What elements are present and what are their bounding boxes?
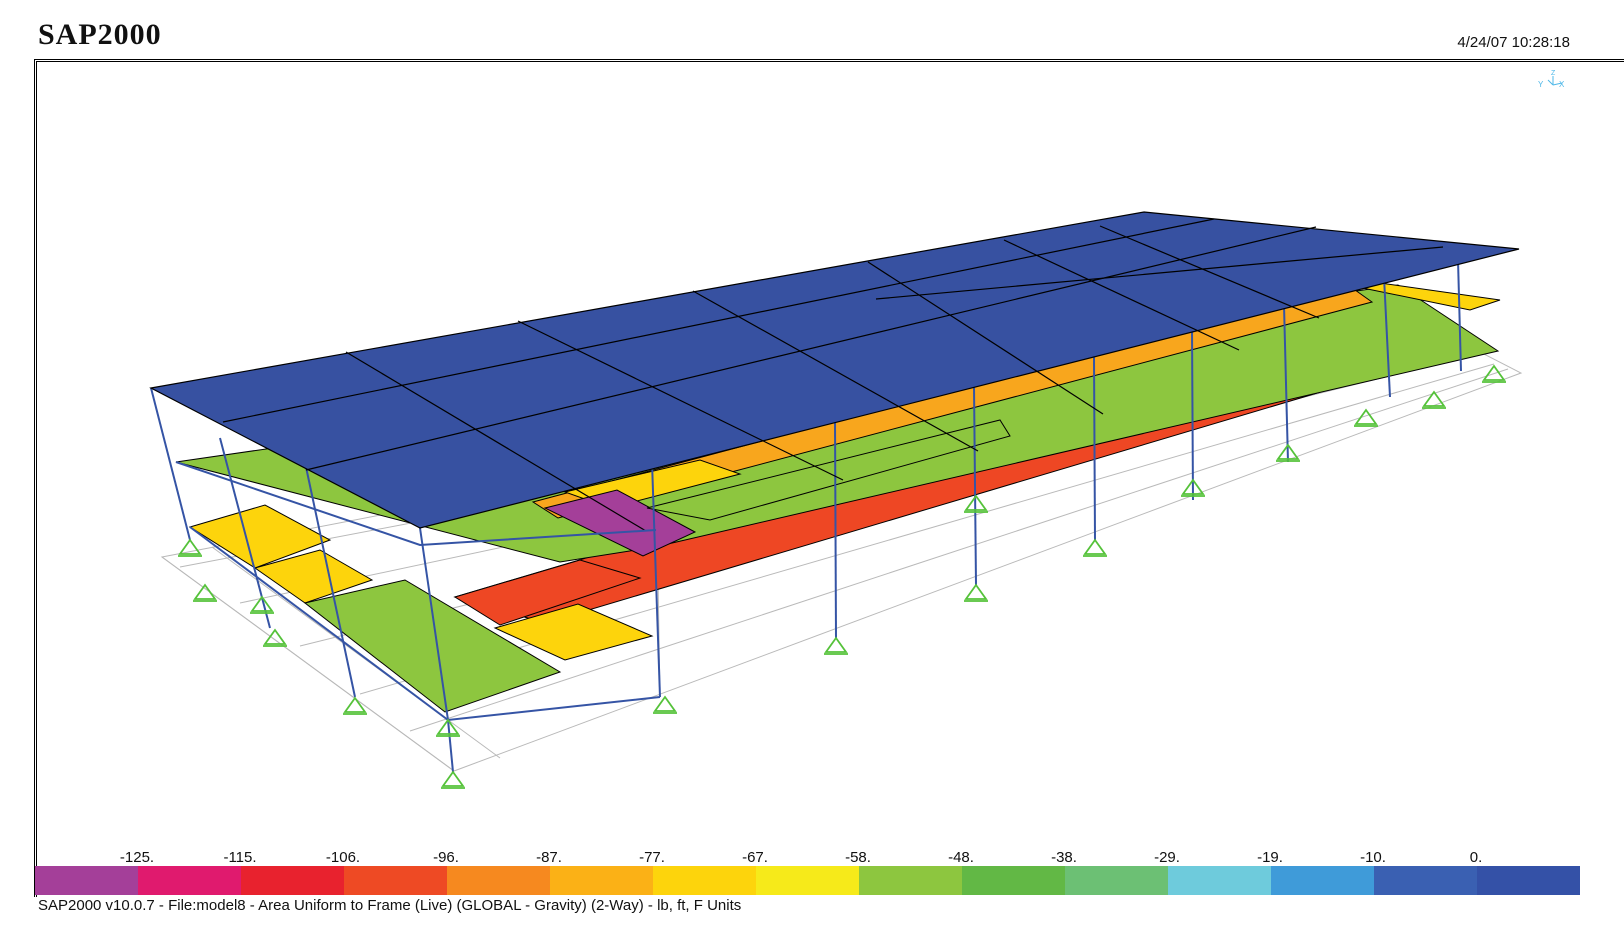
column: [150, 387, 191, 541]
axis-z-label: Z: [1551, 70, 1556, 77]
legend-swatch: [859, 866, 962, 895]
column: [834, 419, 837, 639]
support-icon: [178, 538, 202, 557]
support-icon: [1276, 443, 1300, 462]
support-icon: [250, 595, 274, 614]
roof-grid-line: [692, 290, 979, 452]
column: [1283, 304, 1289, 463]
roof-grid-line: [875, 246, 1444, 300]
legend-swatch: [1168, 866, 1271, 895]
column: [419, 527, 449, 721]
roof-slab: [149, 211, 1520, 532]
support-icon: [964, 583, 988, 602]
support-icon: [343, 696, 367, 715]
status-bar: SAP2000 v10.0.7 - File:model8 - Area Uni…: [38, 897, 742, 914]
roof-slab-panel: [149, 211, 1520, 529]
support-icon: [193, 583, 217, 602]
legend-tick-label: -87.: [536, 849, 562, 866]
support-icon: [1181, 478, 1205, 497]
supports: [178, 364, 1506, 789]
legend-swatch: [447, 866, 550, 895]
support-icon: [653, 695, 677, 714]
columns: [150, 259, 1462, 773]
legend-tick-label: -67.: [742, 849, 768, 866]
legend-swatch: [1271, 866, 1374, 895]
lower-slab-yellow-edge2: [253, 549, 374, 604]
roof-grid-line: [345, 351, 647, 532]
legend-tick-label: -29.: [1154, 849, 1180, 866]
upper-slab-green-inner: [646, 419, 1011, 521]
legend-swatch: [756, 866, 859, 895]
support-icon: [964, 494, 988, 513]
legend-swatch: [653, 866, 756, 895]
timestamp: 4/24/07 10:28:18: [1457, 34, 1570, 51]
lower-slab-yellow-panel: [493, 603, 654, 661]
lower-slab-green-corner: [303, 579, 562, 713]
column: [1383, 276, 1391, 398]
legend-tick-label: 0.: [1469, 849, 1483, 866]
upper-frame-edge: [175, 461, 657, 547]
legend-swatch: [344, 866, 447, 895]
axis-x-line: [1552, 82, 1563, 86]
legend-swatch: [138, 866, 241, 895]
support-icon: [1354, 408, 1378, 427]
axis-orientation-icon: Z Y X: [1538, 70, 1565, 89]
lower-slab-red-strip: [453, 559, 642, 626]
column: [305, 466, 356, 698]
legend-swatch: [550, 866, 653, 895]
base-grid-line: [211, 546, 501, 759]
support-icon: [1083, 538, 1107, 557]
roof-grid-line: [517, 320, 844, 481]
app-title: SAP2000: [38, 18, 162, 51]
legend-tick-label: -96.: [433, 849, 459, 866]
support-icon: [263, 628, 287, 647]
roof-grid-line: [305, 226, 1317, 471]
color-legend-bar: [35, 866, 1580, 895]
axis-y-line: [1547, 79, 1554, 86]
legend-tick-label: -38.: [1051, 849, 1077, 866]
legend-tick-label: -10.: [1360, 849, 1386, 866]
roof-grid-line: [222, 218, 1215, 423]
legend-swatch: [1065, 866, 1168, 895]
legend-swatch: [1477, 866, 1580, 895]
axis-y-label: Y: [1538, 80, 1544, 89]
axis-x-label: X: [1559, 80, 1565, 89]
legend-tick-label: -115.: [223, 849, 257, 866]
column: [1093, 356, 1096, 541]
roof-grid-line: [1099, 225, 1320, 319]
legend-swatch: [1374, 866, 1477, 895]
legend-tick-label: -48.: [948, 849, 974, 866]
support-icon: [441, 770, 465, 789]
support-icon: [1422, 390, 1446, 409]
base-grid-line: [409, 368, 1509, 732]
support-icon: [1482, 364, 1506, 383]
column: [1191, 329, 1194, 501]
legend-swatch: [241, 866, 344, 895]
support-icon: [824, 636, 848, 655]
legend-tick-label: -125.: [119, 849, 155, 866]
column: [1457, 259, 1462, 372]
roof-grid-line: [867, 261, 1104, 415]
legend-tick-label: -77.: [639, 849, 665, 866]
support-icon: [436, 718, 460, 737]
legend-swatch: [35, 866, 138, 895]
upper-slab-purple-panel: [543, 489, 697, 557]
column: [447, 719, 454, 773]
legend-tick-label: -19.: [1257, 849, 1283, 866]
legend-tick-label: -58.: [845, 849, 871, 866]
legend-swatch: [962, 866, 1065, 895]
column: [973, 385, 977, 586]
column: [651, 461, 661, 698]
roof-grid-line: [1003, 239, 1240, 351]
legend-tick-label: -106.: [325, 849, 361, 866]
